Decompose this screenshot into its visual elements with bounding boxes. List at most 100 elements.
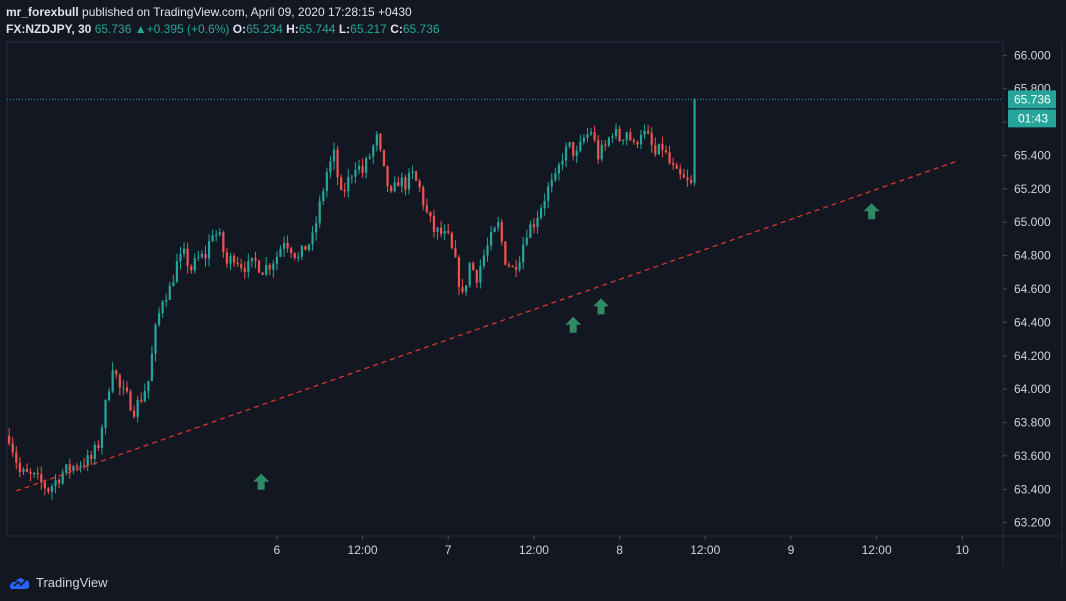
candle-body [507,264,511,267]
candle-body [650,133,653,146]
countdown-badge [1008,109,1056,128]
time-tick-label: 12:00 [862,543,892,557]
candle-body [50,486,54,492]
candle-body [547,186,550,201]
candle-body [161,301,164,314]
candle-body [393,182,396,192]
candle-body [607,137,610,146]
candle-body [493,227,496,232]
time-tick-label: 9 [788,543,795,557]
chart-header: mr_forexbull published on TradingView.co… [0,0,1066,38]
candle-body [554,173,557,180]
candle-body [179,254,182,262]
candle-body [107,391,111,401]
time-tick-label: 8 [616,543,623,557]
candle-body [604,144,607,146]
publish-line: mr_forexbull published on TradingView.co… [6,4,412,20]
candle-body [432,216,436,232]
close-label: C: [390,22,403,36]
candle-body [140,399,143,402]
candle-body [411,171,414,173]
candle-body [472,263,475,271]
candle-body [118,374,121,388]
candle-body [518,262,521,270]
candle-body [150,353,154,381]
candle-body [132,410,136,417]
candle-body [425,205,428,212]
candle-body [557,164,561,174]
candle-body [190,266,193,271]
candle-body [368,156,371,159]
candle-body [222,232,225,253]
candle-body [157,313,161,325]
candle-body [282,242,286,249]
candle-body [286,242,289,249]
time-tick-label: 12:00 [519,543,549,557]
tradingview-logo-icon[interactable] [8,574,32,590]
candle-body [261,272,264,275]
price-tick-label: 63.400 [1014,482,1051,496]
price-tick-label: 66.000 [1014,48,1051,62]
candle-body [129,391,132,411]
candle-body [343,190,346,192]
candle-body [450,232,453,249]
candle-body [172,282,175,286]
symbol-label[interactable]: FX:NZDJPY, 30 [6,22,92,36]
candle-body [207,241,211,259]
candle-body [657,143,660,155]
candle-body [611,136,614,138]
candle-body [236,262,239,265]
candle-body [232,255,236,263]
candle-body [539,208,543,218]
symbol-legend: FX:NZDJPY, 30 65.736 ▲+0.395 (+0.6%) O:6… [6,21,440,37]
price-axis[interactable]: 63.200 63.400 63.600 63.800 64.000 64.200 64.4… [1003,48,1051,530]
candle-body [307,244,311,251]
time-tick-label: 12:00 [348,543,378,557]
candle-body [511,266,514,268]
candle-body [29,471,32,474]
last-price-badge-text: 65.736 [1014,92,1051,106]
candle-body [500,222,503,242]
published-text: published on TradingView.com, April 09, … [78,5,412,19]
author-name[interactable]: mr_forexbull [6,5,79,19]
candle-body [514,266,518,270]
candle-body [304,245,307,251]
time-axis[interactable]: 6 12:00 7 12:00 8 12:00 9 12:00 10 [7,535,1062,557]
candle-body [475,270,478,283]
price-tick-label: 64.600 [1014,282,1051,296]
candle-body [354,169,357,177]
candle-body [654,145,657,155]
tradingview-brand[interactable]: TradingView [36,574,108,590]
candle-body [72,466,75,471]
candle-body [54,480,57,487]
candle-body [325,172,328,192]
candle-body [429,211,432,217]
candle-body [418,180,421,188]
high-label: H: [286,22,299,36]
candle-body [211,235,214,242]
price-tick-label: 64.200 [1014,349,1051,363]
candle-body [679,168,682,175]
candle-body [204,253,207,259]
up-arrow-icon [863,203,880,220]
candle-body [83,465,86,467]
candle-body [643,130,646,135]
candle-body [311,232,314,245]
candle-body [11,443,14,453]
candle-body [682,174,685,178]
candle-body [243,267,246,273]
candle-body [193,258,196,271]
candle-body [361,165,364,174]
low-label: L: [338,22,351,36]
candle-body [290,248,293,253]
candle-body [439,227,443,234]
candle-body [586,134,589,138]
candlestick-chart[interactable]: 63.200 63.400 63.600 63.800 64.000 64.200 64.4… [0,38,1066,566]
candle-body [532,224,536,228]
time-tick-label: 7 [445,543,452,557]
low-value: 65.217 [350,22,387,36]
price-tick-label: 63.600 [1014,449,1051,463]
candle-body [639,134,643,145]
price-change: +0.395 (+0.6%) [146,22,230,36]
candle-body [457,257,461,288]
